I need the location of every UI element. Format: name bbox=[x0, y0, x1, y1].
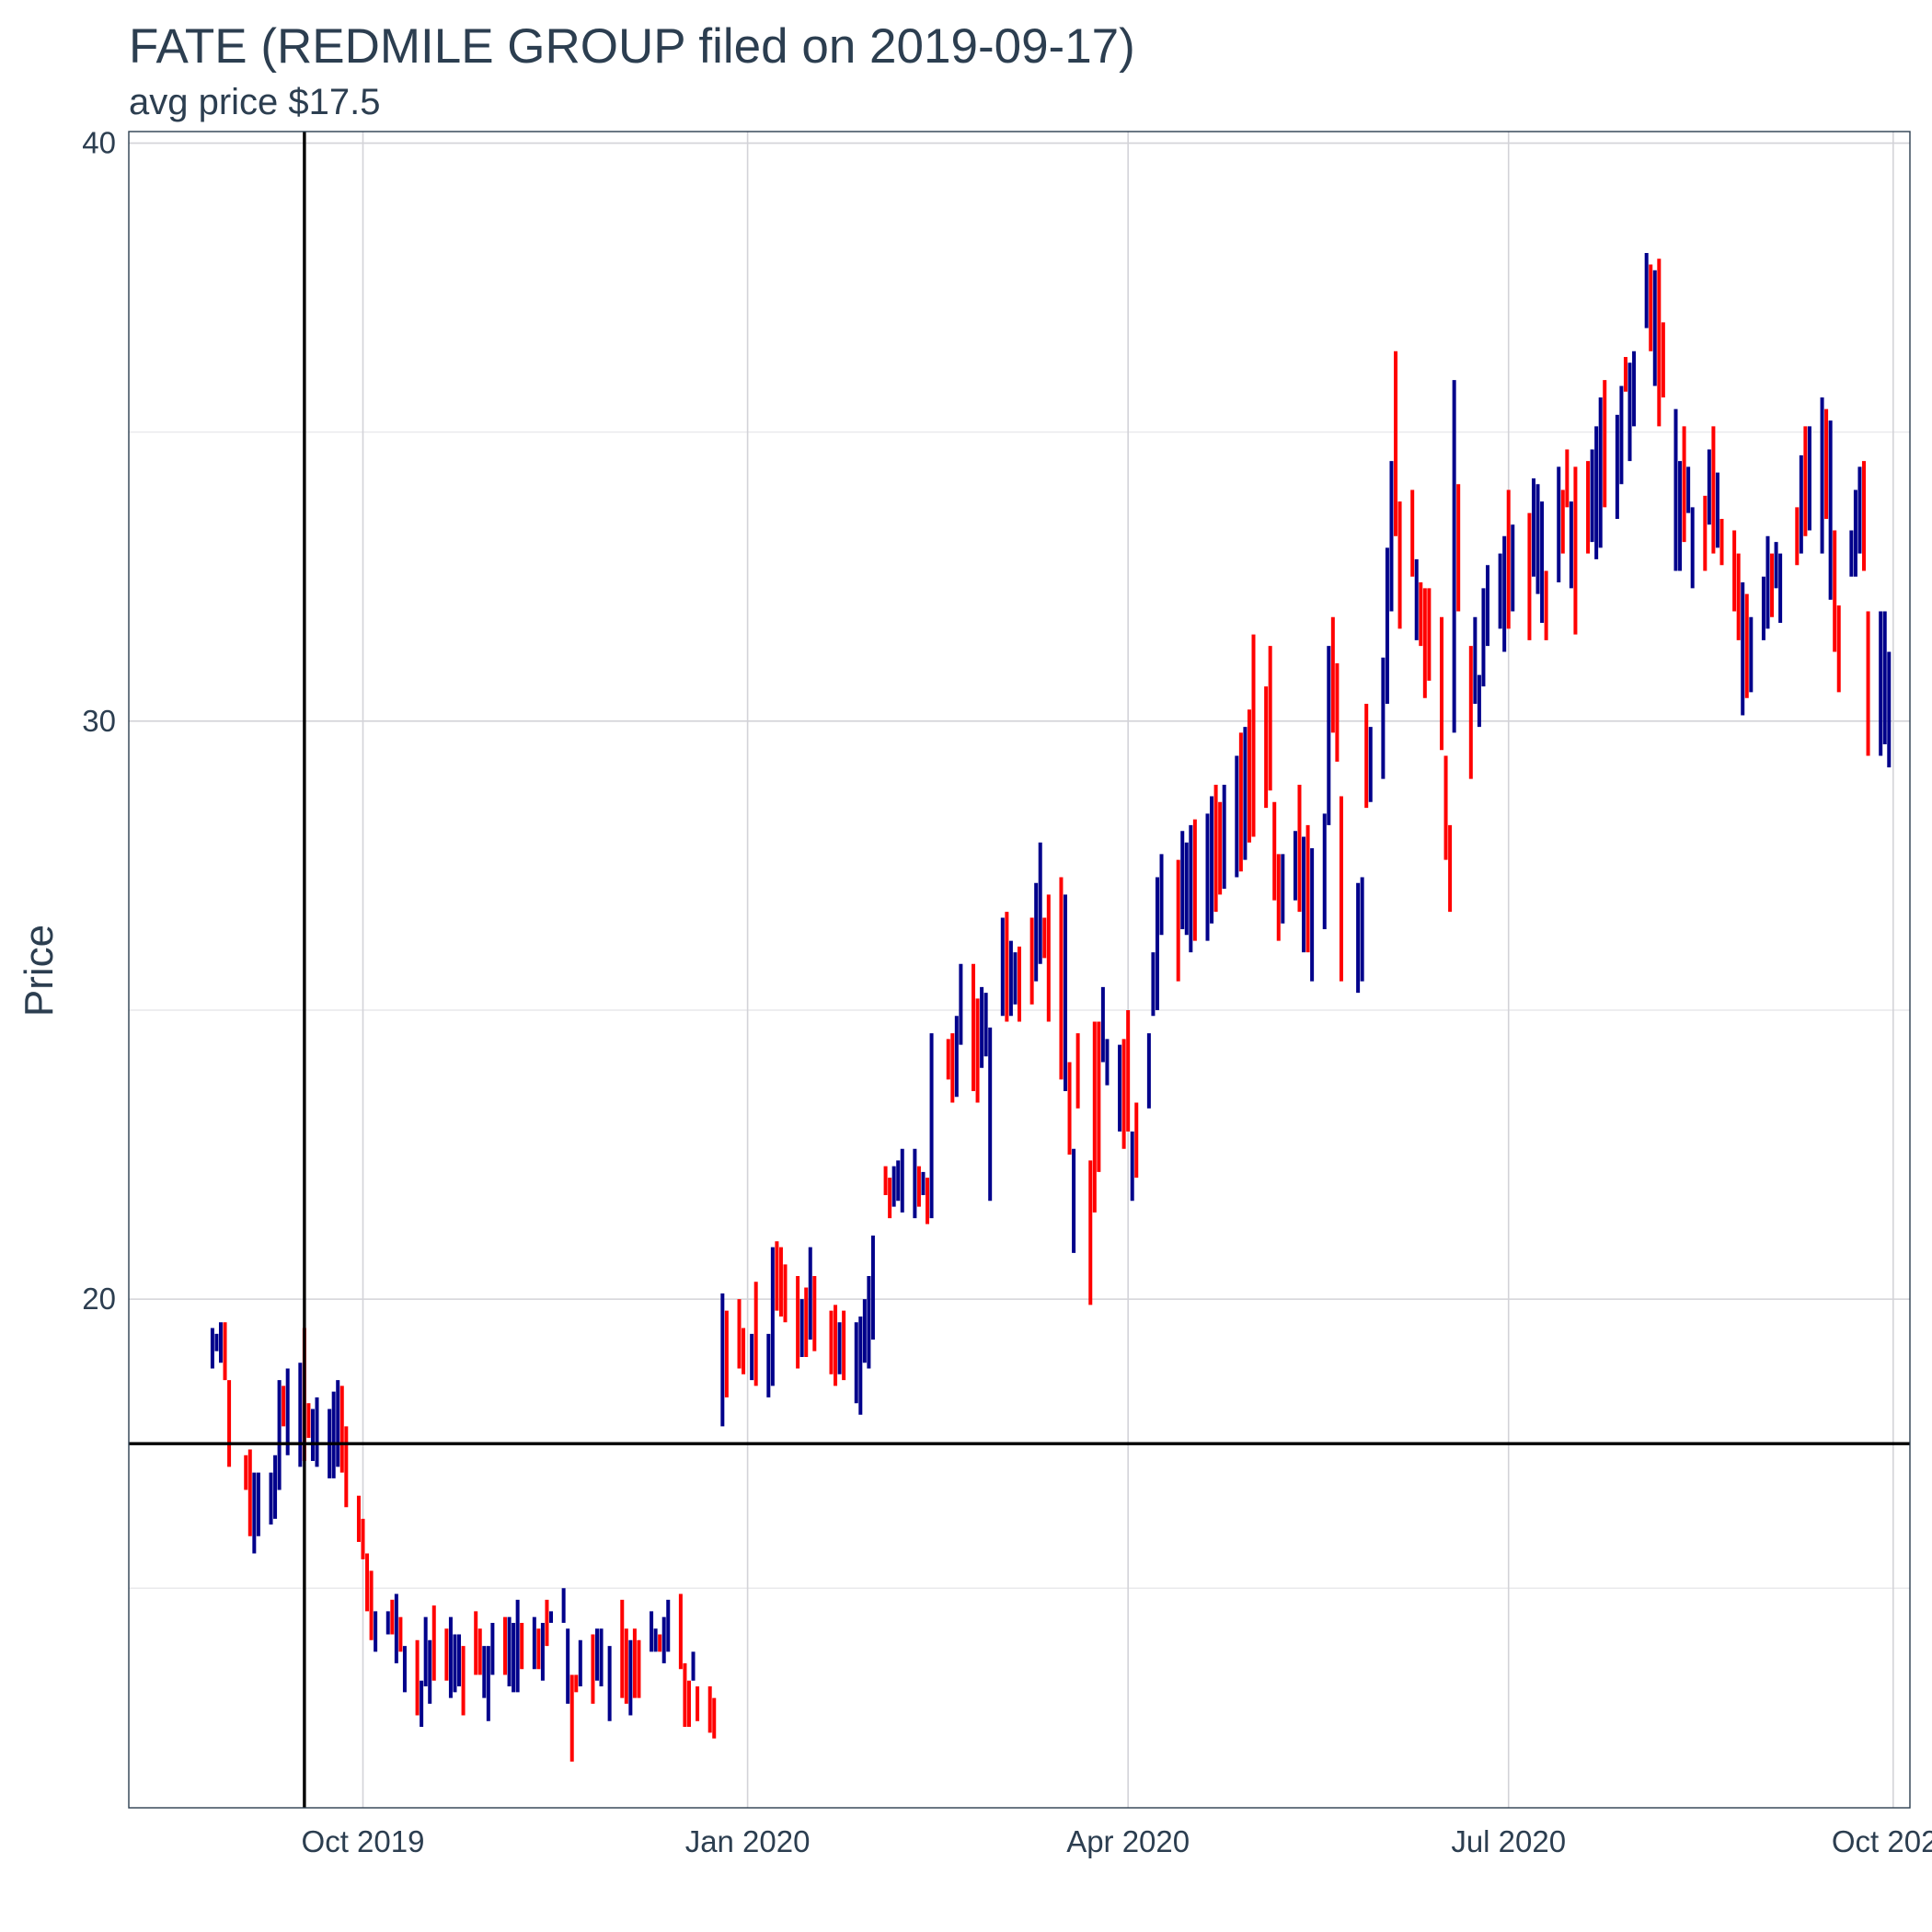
x-tick-label: Jan 2020 bbox=[685, 1824, 811, 1858]
price-bars bbox=[210, 252, 1892, 1762]
chart-title: FATE (REDMILE GROUP filed on 2019-09-17) bbox=[129, 19, 1135, 74]
x-tick-label: Apr 2020 bbox=[1066, 1824, 1190, 1858]
y-tick-label: 30 bbox=[82, 704, 116, 738]
y-tick-label: 40 bbox=[82, 126, 116, 160]
y-axis-ticks: 20 30 40 bbox=[82, 126, 116, 1317]
y-axis-label: Price bbox=[17, 925, 62, 1017]
x-tick-label: Oct 2020 bbox=[1832, 1824, 1932, 1858]
chart-subtitle: avg price $17.5 bbox=[129, 82, 381, 122]
x-tick-label: Oct 2019 bbox=[302, 1824, 425, 1858]
grid bbox=[129, 132, 1910, 1808]
x-tick-label: Jul 2020 bbox=[1451, 1824, 1566, 1858]
reference-lines bbox=[129, 132, 1910, 1808]
plot-frame bbox=[128, 131, 1911, 1809]
x-axis-ticks: Oct 2019 Jan 2020 Apr 2020 Jul 2020 Oct 2020 bbox=[302, 1824, 1932, 1858]
y-tick-label: 20 bbox=[82, 1282, 116, 1316]
